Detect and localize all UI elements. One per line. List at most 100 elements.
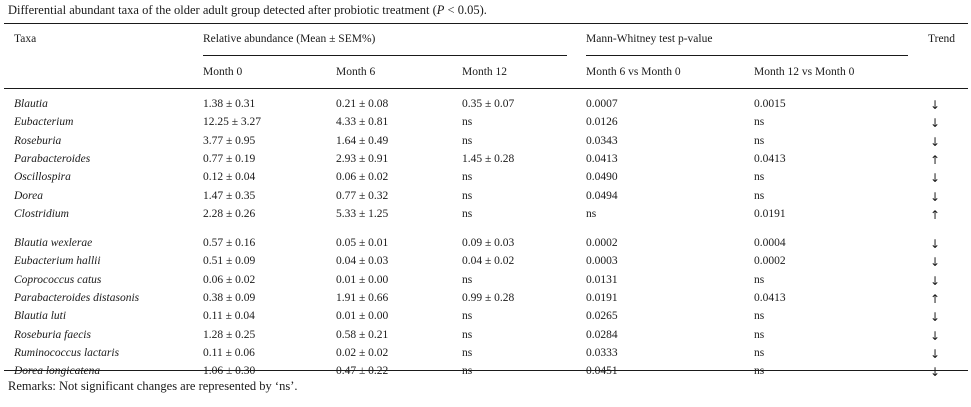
cell-taxon: Parabacteroides distasonis — [14, 292, 140, 304]
cell-month-6: 0.04 ± 0.03 — [336, 255, 389, 268]
table-row: Clostridium 2.28 ± 0.26 5.33 ± 1.25 ns ns 0.0… — [0, 208, 971, 225]
cell-month-12: ns — [462, 207, 473, 220]
cell-p-m6-vs-m0: 0.0413 — [586, 152, 618, 165]
cell-p-m12-vs-m0: ns — [754, 365, 765, 378]
table-row: Coprococcus catus 0.06 ± 0.02 0.01 ± 0.00 n… — [0, 274, 971, 291]
cell-p-m12-vs-m0: 0.0004 — [754, 237, 786, 250]
cell-month-0: 0.11 ± 0.06 — [203, 346, 255, 359]
cell-month-6: 0.58 ± 0.21 — [336, 328, 389, 341]
cell-p-m12-vs-m0: ns — [754, 189, 765, 202]
cell-month-6: 0.02 ± 0.02 — [336, 346, 389, 359]
trend-down-arrow-icon: ↓ — [930, 189, 941, 204]
cell-month-0: 1.06 ± 0.30 — [203, 365, 256, 378]
cell-month-12: ns — [462, 116, 473, 129]
cell-month-6: 1.64 ± 0.49 — [336, 134, 389, 147]
cell-p-m6-vs-m0: 0.0333 — [586, 346, 618, 359]
cell-month-12: 0.04 ± 0.02 — [462, 255, 515, 268]
cell-p-m6-vs-m0: 0.0131 — [586, 273, 618, 286]
cell-month-0: 0.77 ± 0.19 — [203, 152, 256, 165]
cell-month-0: 0.12 ± 0.04 — [203, 171, 256, 184]
cell-taxon: Oscillospira — [14, 171, 71, 184]
table-row: Eubacterium hallii 0.51 ± 0.09 0.04 ± 0.03… — [0, 255, 971, 272]
cell-p-m12-vs-m0: 0.0002 — [754, 255, 786, 268]
header-taxa: Taxa — [14, 33, 37, 45]
cell-month-6: 0.01 ± 0.00 — [336, 273, 389, 286]
cell-month-0: 0.51 ± 0.09 — [203, 255, 256, 268]
cell-p-m12-vs-m0: ns — [754, 134, 765, 147]
cell-month-0: 12.25 ± 3.27 — [203, 116, 262, 129]
cell-p-m6-vs-m0: 0.0343 — [586, 134, 618, 147]
header-m12-vs-m0: Month 12 vs Month 0 — [754, 66, 855, 78]
trend-up-arrow-icon: ↑ — [930, 292, 941, 306]
cell-p-m6-vs-m0: 0.0284 — [586, 328, 618, 341]
cell-taxon: Dorea — [14, 189, 43, 202]
table-remarks: Remarks: Not significant changes are rep… — [8, 379, 298, 393]
cell-month-6: 1.91 ± 0.66 — [336, 292, 389, 304]
cell-taxon: Eubacterium hallii — [14, 255, 101, 268]
header-relative-abundance: Relative abundance (Mean ± SEM%) — [203, 33, 376, 45]
trend-down-arrow-icon: ↓ — [930, 116, 941, 131]
cell-month-6: 0.06 ± 0.02 — [336, 171, 389, 184]
cell-month-12: ns — [462, 134, 473, 147]
trend-down-arrow-icon: ↓ — [930, 273, 941, 288]
cell-month-12: ns — [462, 365, 473, 378]
cell-month-6: 0.47 ± 0.22 — [336, 365, 389, 378]
table-row: Roseburia 3.77 ± 0.95 1.64 ± 0.49 ns 0.0343 n… — [0, 135, 971, 152]
trend-up-arrow-icon: ↑ — [930, 152, 941, 167]
cell-month-6: 2.93 ± 0.91 — [336, 152, 389, 165]
cell-taxon: Eubacterium — [14, 116, 74, 129]
bottom-rule — [4, 370, 968, 371]
cell-month-6: 0.01 ± 0.00 — [336, 310, 389, 323]
cell-p-m6-vs-m0: 0.0451 — [586, 365, 618, 378]
cell-month-12: ns — [462, 346, 473, 359]
cell-p-m12-vs-m0: ns — [754, 346, 765, 359]
trend-down-arrow-icon: ↓ — [930, 255, 941, 270]
trend-down-arrow-icon: ↓ — [930, 328, 941, 343]
cell-p-m12-vs-m0: 0.0191 — [754, 207, 786, 220]
cell-month-6: 4.33 ± 0.81 — [336, 116, 389, 129]
header-bottom-rule — [4, 88, 968, 89]
cell-taxon: Ruminococcus lactaris — [14, 346, 120, 359]
table-row: Parabacteroides 0.77 ± 0.19 2.93 ± 0.91 1.4… — [0, 153, 971, 170]
cell-taxon: Roseburia — [14, 134, 62, 147]
cell-month-0: 0.11 ± 0.04 — [203, 310, 255, 323]
cell-taxon: Coprococcus catus — [14, 273, 102, 286]
cell-taxon: Blautia wexlerae — [14, 237, 93, 250]
cell-p-m6-vs-m0: 0.0191 — [586, 292, 618, 304]
top-rule — [4, 23, 968, 24]
cell-month-6: 5.33 ± 1.25 — [336, 207, 389, 220]
header-month-0: Month 0 — [203, 66, 243, 78]
cell-p-m12-vs-m0: ns — [754, 328, 765, 341]
table-row: Blautia luti 0.11 ± 0.04 0.01 ± 0.00 ns 0.02… — [0, 310, 971, 327]
cell-month-0: 2.28 ± 0.26 — [203, 207, 256, 220]
table-row: Eubacterium 12.25 ± 3.27 4.33 ± 0.81 ns 0.01… — [0, 116, 971, 133]
cell-month-6: 0.21 ± 0.08 — [336, 98, 389, 110]
cell-taxon: Dorea longicatena — [14, 365, 101, 378]
trend-down-arrow-icon: ↓ — [930, 237, 941, 252]
cell-month-12: 1.45 ± 0.28 — [462, 152, 515, 165]
cell-p-m6-vs-m0: 0.0007 — [586, 98, 618, 110]
trend-down-arrow-icon: ↓ — [930, 310, 941, 325]
caption-prefix: Differential abundant taxa of the older … — [8, 3, 437, 17]
cell-month-0: 0.06 ± 0.02 — [203, 273, 256, 286]
cell-p-m12-vs-m0: 0.0413 — [754, 152, 786, 165]
cell-month-0: 1.28 ± 0.25 — [203, 328, 256, 341]
header-mann-whitney: Mann-Whitney test p-value — [586, 33, 713, 45]
trend-up-arrow-icon: ↑ — [930, 207, 941, 222]
table-caption: Differential abundant taxa of the older … — [8, 3, 487, 18]
cell-p-m6-vs-m0: 0.0265 — [586, 310, 618, 323]
table-row: Blautia 1.38 ± 0.31 0.21 ± 0.08 0.35 ± 0.07… — [0, 98, 971, 115]
cell-month-12: ns — [462, 310, 473, 323]
table-row: Oscillospira 0.12 ± 0.04 0.06 ± 0.02 ns 0.04… — [0, 171, 971, 188]
trend-down-arrow-icon: ↓ — [930, 171, 941, 186]
header-month-12: Month 12 — [462, 66, 508, 78]
cell-month-12: 0.35 ± 0.07 — [462, 98, 515, 110]
cell-p-m12-vs-m0: 0.0413 — [754, 292, 786, 304]
cell-month-0: 0.57 ± 0.16 — [203, 237, 256, 250]
cell-p-m6-vs-m0: 0.0494 — [586, 189, 618, 202]
caption-p-symbol: P — [436, 3, 445, 17]
cell-p-m12-vs-m0: ns — [754, 116, 765, 129]
table-row: Blautia wexlerae 0.57 ± 0.16 0.05 ± 0.01 0.… — [0, 237, 971, 254]
header-m6-vs-m0: Month 6 vs Month 0 — [586, 66, 681, 78]
cell-taxon: Roseburia faecis — [14, 328, 91, 341]
